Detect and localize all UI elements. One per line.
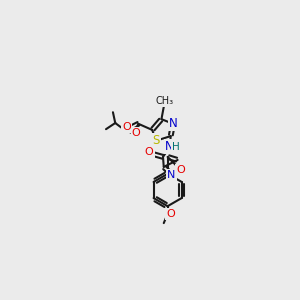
Text: O: O — [166, 209, 175, 219]
Text: O: O — [145, 147, 154, 157]
Text: O: O — [176, 165, 185, 175]
Text: O: O — [122, 122, 131, 132]
Text: S: S — [152, 134, 160, 147]
Text: N: N — [167, 169, 175, 180]
Text: CH₃: CH₃ — [155, 96, 174, 106]
Text: N: N — [165, 140, 173, 153]
Text: O: O — [132, 128, 140, 138]
Text: H: H — [172, 142, 180, 152]
Text: N: N — [169, 116, 177, 130]
